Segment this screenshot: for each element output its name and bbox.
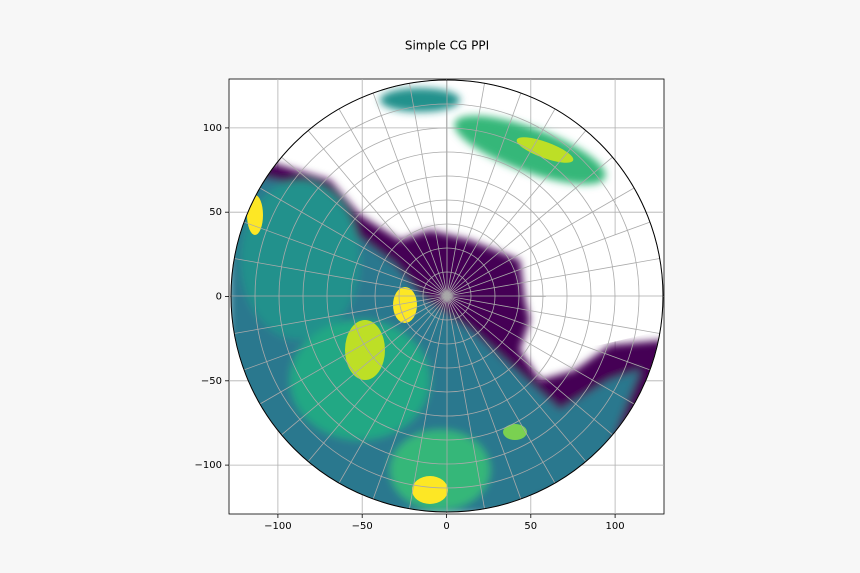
azimuth-line (409, 295, 448, 509)
y-tick-label: −100 (195, 460, 222, 471)
y-tick-label: 100 (203, 123, 222, 134)
azimuth-line (281, 295, 448, 436)
azimuth-line (338, 295, 448, 484)
azimuth-line (259, 187, 448, 297)
azimuth-line (409, 83, 448, 297)
radar-field (231, 88, 663, 512)
x-tick-label: 0 (443, 521, 449, 532)
azimuth-line (338, 108, 448, 297)
azimuth-line (372, 295, 448, 500)
azimuth-line (446, 295, 613, 436)
azimuth-line (446, 295, 522, 500)
azimuth-line (446, 92, 522, 297)
azimuth-line (446, 295, 556, 484)
x-tick-label: 100 (606, 521, 625, 532)
azimuth-line (446, 258, 660, 297)
radar-boundary (230, 79, 664, 513)
azimuth-line (446, 295, 485, 509)
azimuth-line (446, 156, 613, 297)
azimuth-line (446, 108, 556, 297)
azimuth-line (446, 295, 651, 371)
azimuth-line (281, 156, 448, 297)
x-tick-label: −50 (352, 521, 373, 532)
azimuth-line (446, 295, 635, 405)
azimuth-line (259, 295, 448, 405)
azimuth-line (307, 130, 448, 297)
azimuth-line (243, 295, 448, 371)
azimuth-line (446, 187, 635, 297)
y-tick-label: 0 (216, 292, 222, 303)
azimuth-line (234, 258, 448, 297)
azimuth-line (446, 130, 587, 297)
azimuth-line (307, 295, 448, 462)
y-tick-label: 50 (209, 207, 222, 218)
azimuth-line (446, 295, 660, 334)
azimuth-line (446, 83, 485, 297)
azimuth-line (446, 295, 587, 462)
x-tick-label: −100 (264, 521, 291, 532)
azimuth-line (234, 295, 448, 334)
azimuth-line (243, 221, 448, 297)
chart-title: Simple CG PPI (405, 39, 489, 53)
x-tick-label: 50 (524, 521, 537, 532)
y-tick-label: −50 (201, 376, 222, 387)
azimuth-line (446, 221, 651, 297)
azimuth-line (372, 92, 448, 297)
